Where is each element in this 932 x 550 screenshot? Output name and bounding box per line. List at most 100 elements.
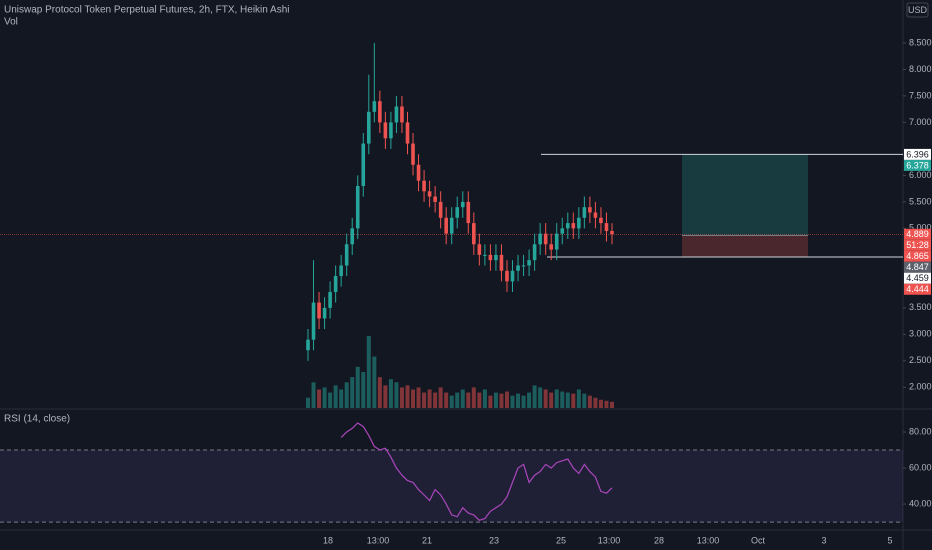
candle-body: [599, 217, 603, 224]
currency-label: USD: [908, 5, 928, 15]
volume-bar: [366, 336, 371, 408]
price-label: 4.889: [906, 229, 929, 239]
y-tick-label: 7.000: [909, 117, 932, 127]
volume-bar: [377, 377, 382, 408]
x-tick-label: 13:00: [697, 535, 720, 545]
candle-body: [604, 223, 609, 232]
candle-body: [311, 302, 316, 340]
volume-bar: [587, 395, 592, 408]
candle-body: [488, 254, 493, 261]
candle-body: [322, 307, 327, 319]
y-tick-label: 3.500: [909, 302, 932, 312]
x-tick-label: 13:00: [598, 535, 621, 545]
candle-body: [400, 106, 404, 123]
candle-body: [527, 260, 531, 266]
volume-bar: [455, 392, 460, 408]
x-tick-label: Oct: [751, 535, 766, 545]
volume-bar: [510, 395, 515, 408]
volume-bar: [499, 393, 504, 408]
rsi-band: [0, 450, 903, 523]
candle-body: [483, 254, 487, 256]
loss-zone: [682, 235, 808, 258]
volume-bar: [422, 392, 427, 408]
x-tick-label: 18: [323, 535, 333, 545]
volume-bar: [565, 392, 570, 408]
y-tick-label: 2.500: [909, 355, 932, 365]
candle-body: [571, 223, 576, 229]
volume-bar: [322, 387, 327, 408]
volume-bar: [560, 391, 565, 408]
candle-body: [317, 302, 321, 319]
price-label-box: [904, 261, 931, 273]
volume-bar: [532, 385, 537, 408]
volume-bar: [394, 382, 399, 408]
candle-body: [521, 265, 526, 267]
candle-body: [516, 265, 520, 271]
candle-body: [460, 201, 465, 208]
price-label: 4.847: [906, 262, 929, 272]
price-label-box: [904, 250, 931, 262]
candle-body: [344, 244, 349, 266]
volume-bar: [471, 387, 476, 408]
candle-body: [494, 254, 498, 261]
volume-bar: [333, 385, 338, 408]
y-tick-label: 5.000: [909, 223, 932, 233]
volume-bar: [317, 389, 322, 408]
candle-body: [372, 101, 377, 112]
price-label-box: [904, 283, 931, 295]
x-tick-label: 21: [422, 535, 432, 545]
x-tick-label: 5: [887, 535, 892, 545]
y-tick-label: 7.500: [909, 90, 932, 100]
y-tick-label: 6.000: [909, 170, 932, 180]
volume-bar: [361, 372, 366, 408]
price-label-box: [904, 228, 931, 240]
volume-bar: [488, 395, 493, 408]
price-label-box: [904, 159, 931, 171]
rsi-tick-label: 80.00: [909, 426, 932, 436]
candle-body: [378, 101, 382, 123]
candle-body: [339, 265, 343, 277]
candle-body: [577, 217, 581, 229]
volume-bar: [355, 366, 360, 408]
volume-bar: [460, 389, 465, 408]
volume-bar: [493, 392, 498, 408]
y-tick-label: 3.000: [909, 329, 932, 339]
candle-body: [505, 270, 509, 282]
candle-body: [449, 217, 454, 234]
volume-bar: [311, 382, 316, 408]
candle-body: [394, 106, 399, 123]
candle-body: [588, 207, 592, 213]
price-label-box: [904, 272, 931, 284]
y-tick-label: 2.000: [909, 382, 932, 392]
y-tick-label: 8.500: [909, 37, 932, 47]
candle-body: [466, 201, 471, 224]
candle-body: [422, 180, 426, 192]
volume-bar: [444, 392, 449, 408]
volume-bar: [405, 385, 410, 408]
x-tick-label: 13:00: [367, 535, 390, 545]
x-tick-label: 3: [821, 535, 826, 545]
candle-body: [499, 254, 504, 271]
candle-body: [333, 276, 338, 292]
volume-label: Vol: [4, 17, 18, 28]
price-label: 6.396: [906, 149, 929, 159]
candle-body: [554, 233, 559, 250]
candle-body: [472, 223, 476, 245]
volume-bar: [527, 392, 532, 408]
volume-bar: [383, 385, 388, 408]
volume-bar: [604, 400, 609, 408]
candle-body: [350, 228, 355, 245]
volume-bar: [521, 395, 526, 408]
price-label: 51:28: [906, 240, 929, 250]
currency-button[interactable]: [906, 2, 929, 18]
x-tick-label: 25: [556, 535, 566, 545]
volume-bar: [306, 397, 310, 408]
volume-bar: [482, 389, 487, 408]
volume-bar: [477, 392, 482, 408]
price-label: 4.865: [906, 251, 929, 261]
volume-bar: [438, 387, 443, 408]
volume-bar: [598, 399, 603, 408]
volume-bar: [399, 387, 404, 408]
